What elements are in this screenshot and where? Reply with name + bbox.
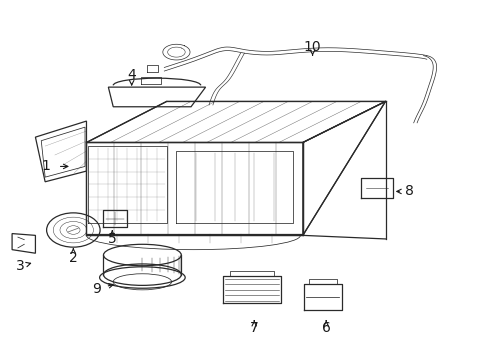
Text: 4: 4 bbox=[127, 68, 136, 82]
Text: 2: 2 bbox=[69, 251, 78, 265]
Text: 3: 3 bbox=[16, 260, 24, 274]
Text: 10: 10 bbox=[303, 40, 321, 54]
Text: 8: 8 bbox=[405, 184, 413, 198]
Text: 1: 1 bbox=[41, 159, 50, 174]
Text: 9: 9 bbox=[92, 282, 101, 296]
Text: 7: 7 bbox=[249, 321, 258, 335]
Text: 6: 6 bbox=[321, 321, 330, 335]
Text: 5: 5 bbox=[108, 232, 116, 246]
